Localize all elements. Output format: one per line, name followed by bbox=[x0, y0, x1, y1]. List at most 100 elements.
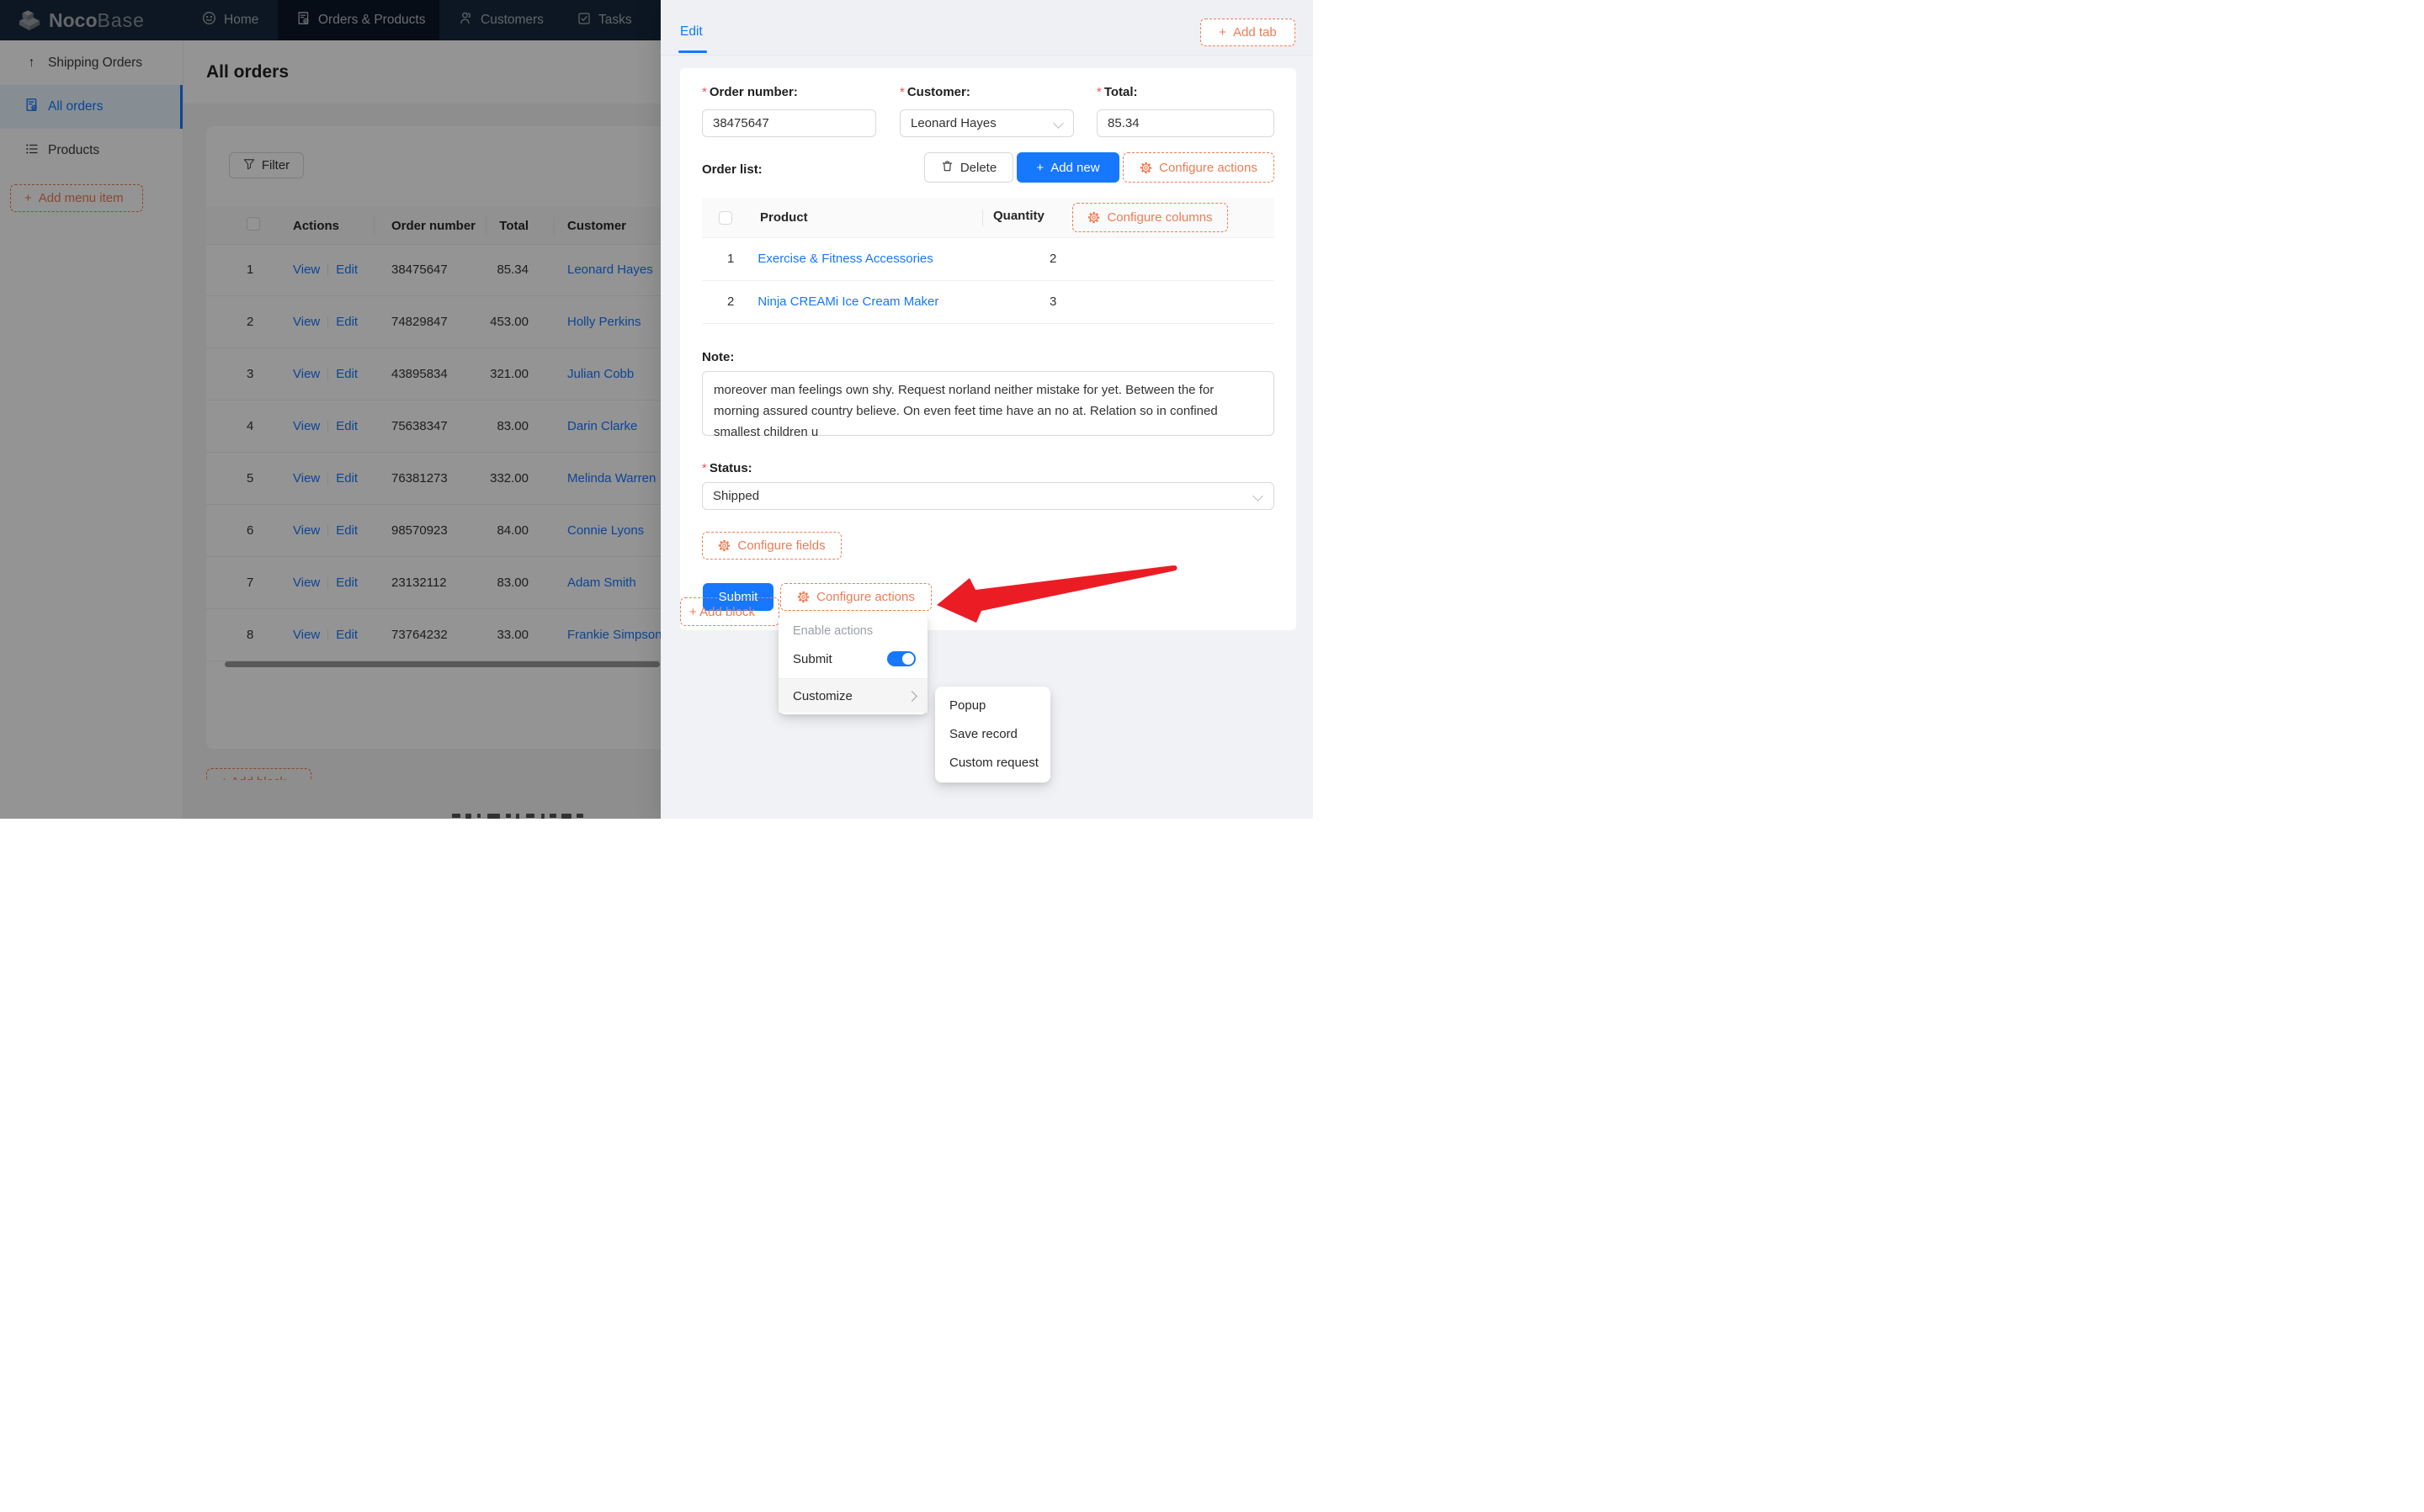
plus-icon: + bbox=[1219, 25, 1227, 40]
list-icon bbox=[24, 142, 39, 160]
configure-fields-button[interactable]: Configure fields bbox=[702, 532, 842, 560]
total-cell: 321.00 bbox=[490, 367, 529, 381]
note-textarea[interactable]: moreover man feelings own shy. Request n… bbox=[702, 371, 1274, 439]
table-row[interactable]: 4 View Edit 75638347 83.00 Darin Clarke bbox=[206, 401, 863, 453]
submit-toggle-on[interactable] bbox=[887, 651, 916, 666]
order-number-field-label: * Order number: bbox=[702, 85, 798, 99]
edit-link[interactable]: Edit bbox=[336, 315, 359, 329]
add-tab-label: Add tab bbox=[1233, 25, 1277, 40]
customer-link[interactable]: Adam Smith bbox=[567, 576, 636, 590]
total-cell: 84.00 bbox=[497, 523, 529, 538]
sidebar-item-products[interactable]: Products bbox=[0, 129, 183, 172]
order-item-row[interactable]: 2 Ninja CREAMi Ice Cream Maker 3 bbox=[702, 280, 1274, 324]
total-cell: 332.00 bbox=[490, 471, 529, 485]
chevron-down-icon bbox=[1053, 118, 1064, 129]
product-link[interactable]: Exercise & Fitness Accessories bbox=[758, 252, 933, 266]
nav-item-tasks[interactable]: Tasks bbox=[567, 0, 639, 40]
add-tab-button[interactable]: + Add tab bbox=[1200, 19, 1295, 46]
order-number-input[interactable]: 38475647 bbox=[702, 109, 876, 137]
table-row[interactable]: 8 View Edit 73764232 33.00 Frankie Simpso… bbox=[206, 609, 863, 661]
drawer-mask-overlay[interactable] bbox=[0, 0, 661, 819]
nav-item-home[interactable]: Home bbox=[192, 0, 268, 40]
add-menu-item-button[interactable]: + Add menu item bbox=[10, 184, 143, 212]
status-select[interactable]: Shipped bbox=[702, 482, 1274, 510]
sidebar-item-shipping-orders[interactable]: ↑ Shipping Orders bbox=[0, 41, 183, 85]
customer-link[interactable]: Julian Cobb bbox=[567, 367, 635, 381]
total-input[interactable]: 85.34 bbox=[1097, 109, 1274, 137]
col-header-order-number: Order number bbox=[391, 218, 476, 233]
dropdown-item-customize[interactable]: Customize bbox=[779, 679, 928, 713]
customer-link[interactable]: Frankie Simpson bbox=[567, 628, 662, 642]
view-link[interactable]: View bbox=[293, 419, 321, 433]
submit-button[interactable]: Submit bbox=[703, 583, 773, 611]
configure-columns-button[interactable]: Configure columns bbox=[1072, 203, 1228, 232]
horizontal-scrollbar[interactable] bbox=[225, 661, 660, 667]
submenu-item-custom-request[interactable]: Custom request bbox=[949, 756, 1039, 770]
view-link[interactable]: View bbox=[293, 523, 321, 538]
edit-link[interactable]: Edit bbox=[336, 576, 359, 590]
table-row[interactable]: 1 View Edit 38475647 85.34 Leonard Hayes bbox=[206, 244, 863, 296]
edit-link[interactable]: Edit bbox=[336, 628, 359, 642]
action-divider bbox=[327, 524, 329, 537]
col-header-total: Total bbox=[499, 218, 529, 233]
table-row[interactable]: 5 View Edit 76381273 332.00 Melinda Warre… bbox=[206, 453, 863, 505]
table-row[interactable]: 6 View Edit 98570923 84.00 Connie Lyons bbox=[206, 505, 863, 557]
edit-link[interactable]: Edit bbox=[336, 471, 359, 485]
customer-link[interactable]: Connie Lyons bbox=[567, 523, 645, 538]
gear-icon bbox=[1140, 162, 1152, 174]
edit-drawer: Edit + Add tab * Order number: * Customer:… bbox=[661, 0, 1313, 819]
required-mark: * bbox=[1097, 85, 1102, 99]
configure-actions-button-orderlist[interactable]: Configure actions bbox=[1123, 152, 1274, 183]
table-row[interactable]: 7 View Edit 23132112 83.00 Adam Smith bbox=[206, 557, 863, 609]
plus-icon: + bbox=[24, 191, 32, 205]
view-link[interactable]: View bbox=[293, 576, 321, 590]
add-block-button[interactable]: + Add block bbox=[680, 597, 779, 626]
view-link[interactable]: View bbox=[293, 628, 321, 642]
row-index: 4 bbox=[247, 419, 254, 433]
total-cell: 83.00 bbox=[497, 576, 529, 590]
gear-icon bbox=[718, 539, 731, 552]
total-cell: 85.34 bbox=[497, 263, 529, 277]
table-row[interactable]: 2 View Edit 74829847 453.00 Holly Perkins bbox=[206, 296, 863, 348]
edit-link[interactable]: Edit bbox=[336, 419, 359, 433]
view-link[interactable]: View bbox=[293, 315, 321, 329]
dropdown-item-submit[interactable]: Submit bbox=[779, 642, 928, 676]
edit-link[interactable]: Edit bbox=[336, 367, 359, 381]
select-all-checkbox[interactable] bbox=[719, 210, 732, 225]
add-new-button[interactable]: + Add new bbox=[1017, 152, 1119, 183]
header-separator bbox=[554, 216, 555, 235]
nav-item-orders-products[interactable]: Orders & Products bbox=[278, 0, 439, 40]
tab-edit[interactable]: Edit bbox=[680, 24, 703, 39]
nav-item-customers[interactable]: Customers bbox=[449, 0, 550, 40]
delete-button[interactable]: Delete bbox=[924, 152, 1013, 183]
order-item-row[interactable]: 1 Exercise & Fitness Accessories 2 bbox=[702, 237, 1274, 281]
total-cell: 453.00 bbox=[490, 315, 529, 329]
trash-icon bbox=[941, 160, 954, 176]
customer-select[interactable]: Leonard Hayes bbox=[900, 109, 1074, 137]
sidebar-item-all-orders[interactable]: All orders bbox=[0, 85, 183, 129]
customer-link[interactable]: Holly Perkins bbox=[567, 315, 641, 329]
add-block-button-clipped[interactable]: + Add block bbox=[206, 768, 311, 780]
status-field-label: * Status: bbox=[702, 461, 752, 475]
filter-button[interactable]: Filter bbox=[229, 152, 304, 178]
view-link[interactable]: View bbox=[293, 471, 321, 485]
row-index: 1 bbox=[727, 252, 735, 266]
submenu-item-popup[interactable]: Popup bbox=[949, 698, 986, 713]
submenu-item-save-record[interactable]: Save record bbox=[949, 727, 1018, 741]
edit-link[interactable]: Edit bbox=[336, 263, 359, 277]
view-link[interactable]: View bbox=[293, 263, 321, 277]
view-link[interactable]: View bbox=[293, 367, 321, 381]
table-row[interactable]: 3 View Edit 43895834 321.00 Julian Cobb bbox=[206, 348, 863, 401]
select-all-checkbox[interactable] bbox=[247, 217, 260, 231]
product-link[interactable]: Ninja CREAMi Ice Cream Maker bbox=[758, 294, 939, 309]
customer-link[interactable]: Darin Clarke bbox=[567, 419, 638, 433]
plus-icon: + bbox=[1036, 160, 1045, 175]
configure-actions-button-form[interactable]: Configure actions bbox=[780, 583, 932, 611]
order-number-cell: 38475647 bbox=[391, 263, 448, 277]
row-index: 3 bbox=[247, 367, 254, 381]
action-divider bbox=[327, 576, 329, 589]
customer-link[interactable]: Leonard Hayes bbox=[567, 263, 653, 277]
action-divider bbox=[327, 263, 329, 276]
edit-link[interactable]: Edit bbox=[336, 523, 359, 538]
customer-link[interactable]: Melinda Warren bbox=[567, 471, 656, 485]
